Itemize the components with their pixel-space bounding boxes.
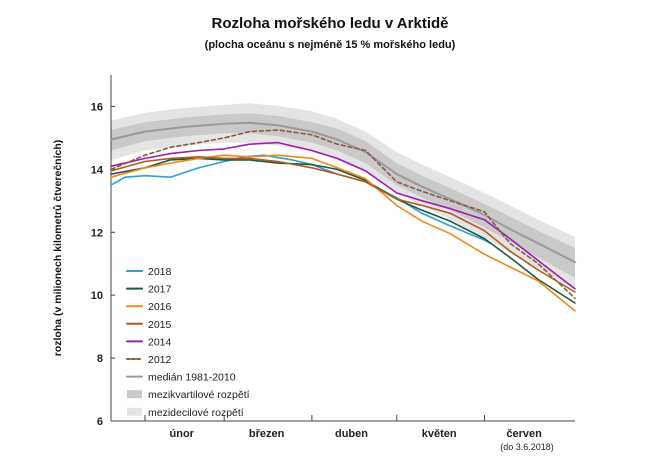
x-tick-label: duben: [335, 428, 368, 440]
chart-subtitle: (plocha oceánu s nejméně 15 % mořského l…: [205, 39, 456, 51]
legend-label: mezidecilové rozpětí: [148, 407, 244, 419]
plot-area: 6 8 10 12 14 16 únor březen duben květen červen: [91, 75, 576, 440]
legend-label: 2014: [148, 336, 172, 348]
y-tick-label: 14: [91, 164, 104, 176]
series-line-2016: [110, 154, 576, 312]
legend-swatch: [127, 407, 142, 416]
y-tick-label: 12: [91, 227, 103, 239]
series-line-2015: [110, 156, 576, 293]
legend-label: mezikvartilové rozpětí: [148, 389, 250, 401]
x-tick-label: únor: [170, 428, 195, 440]
x-tick-label: červen: [506, 428, 542, 440]
legend-label: 2018: [148, 266, 172, 278]
series-line-2017: [110, 157, 576, 304]
median-line: [110, 121, 576, 264]
legend-label: 2015: [148, 319, 172, 331]
legend-label: 2016: [148, 301, 172, 313]
legend-label: 2017: [148, 284, 172, 296]
legend-label: medián 1981-2010: [148, 372, 236, 384]
series-line-2018: [110, 154, 491, 245]
series-line-2012: [110, 129, 576, 300]
legend-label: 2012: [148, 354, 172, 366]
x-tick-label: březen: [249, 428, 285, 440]
chart-title: Rozloha mořského ledu v Arktidě: [212, 15, 449, 32]
legend: 2018 2017 2016 2015 2014 2012 medián 1981-2010…: [126, 266, 250, 419]
y-axis-label: rozloha (v milionech kilometrů čtvereční…: [52, 140, 64, 356]
x-tick-label: květen: [422, 428, 457, 440]
y-tick-label: 10: [91, 290, 103, 302]
x-axis-note: (do 3.6.2018): [500, 442, 554, 452]
y-tick-label: 6: [97, 416, 103, 428]
series-line-2014: [110, 141, 576, 290]
y-tick-label: 16: [91, 101, 103, 113]
legend-swatch: [127, 390, 142, 399]
y-tick-label: 8: [97, 353, 103, 365]
